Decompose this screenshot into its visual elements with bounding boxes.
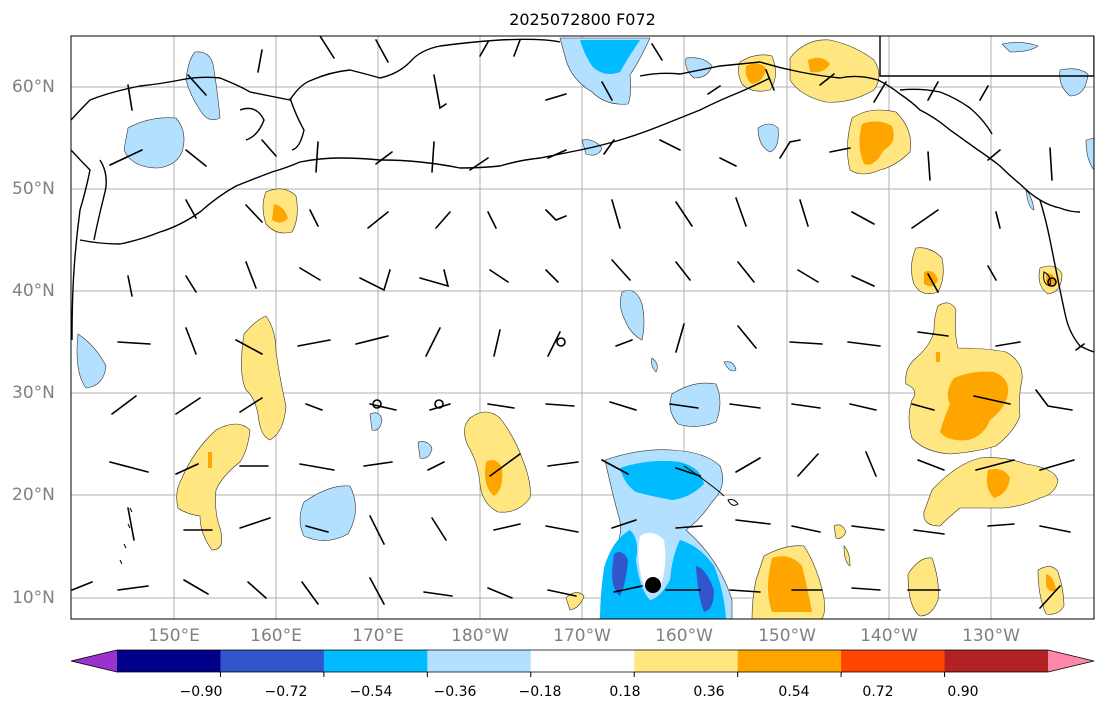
lat-label-60n: 60°N [12,77,55,97]
colorbar-label: 0.54 [778,684,810,700]
colorbar-label: −0.54 [349,684,393,700]
map-frame [70,35,1095,620]
colorbar-segment [323,650,428,672]
lat-label-50n: 50°N [12,179,55,199]
lon-label-180w: 180°W [451,626,509,646]
lon-label-130w: 130°W [962,626,1020,646]
colorbar-segment [427,650,532,672]
colorbar-segment [944,650,1049,672]
colorbar-label: 0.18 [609,684,641,700]
colorbar-segment [841,650,946,672]
colorbar-label: 0.36 [693,684,725,700]
lon-label-170e: 170°E [352,626,404,646]
lon-label-170w: 170°W [553,626,611,646]
colorbar-label: 0.90 [947,684,979,700]
colorbar-segment [634,650,739,672]
lat-label-30n: 30°N [12,383,55,403]
strong-positive-regions [208,57,1056,612]
calm-markers [372,277,1057,409]
colorbar-segment [530,650,635,672]
lon-label-160e: 160°E [250,626,302,646]
lon-label-140w: 140°W [860,626,918,646]
wind-barbs [71,36,1085,609]
lon-label-160w: 160°W [655,626,713,646]
colorbar-extend-low [71,650,117,672]
colorbar-segment [117,650,221,672]
colorbar-extend-high [1048,650,1094,672]
colorbar-label: −0.18 [518,684,562,700]
colorbar-segment [737,650,842,672]
very-strong-negative-regions [612,552,714,612]
lon-label-150e: 150°E [148,626,200,646]
colorbar-segment [220,650,325,672]
colorbar-label: −0.36 [433,684,477,700]
storm-center-marker [645,577,661,593]
colorbar-label: −0.90 [179,684,223,700]
colorbar-label: 0.72 [862,684,894,700]
lat-label-10n: 10°N [12,588,55,608]
lat-label-20n: 20°N [12,485,55,505]
colorbar-label: −0.72 [264,684,308,700]
colorbar [70,649,1095,677]
lat-label-40n: 40°N [12,281,55,301]
neutral-hole [638,532,666,590]
lon-label-150w: 150°W [758,626,816,646]
map-title: 2025072800 F072 [509,10,656,29]
colorbar-outline [70,649,1095,673]
